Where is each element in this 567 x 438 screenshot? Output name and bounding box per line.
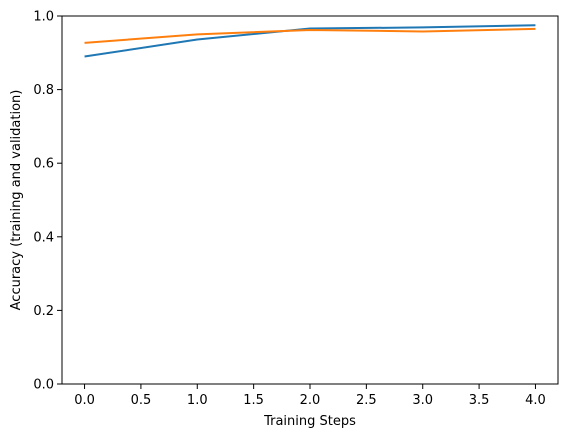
y-tick-label: 0.2 [33,304,54,319]
y-tick-label: 0.0 [33,378,54,393]
series-layer [84,24,536,58]
x-tick-label: 3.5 [469,393,490,408]
y-tick-label: 0.8 [33,83,54,98]
x-tick-label: 3.0 [412,393,433,408]
x-axis-ticks: 0.0 0.5 1.0 1.5 2.0 2.5 3.0 3.5 4.0 [74,384,546,408]
x-tick-label: 2.0 [300,393,321,408]
x-tick-label: 1.5 [243,393,264,408]
y-tick-label: 1.0 [33,10,54,25]
y-tick-label: 0.6 [33,157,54,172]
y-axis-label: Accuracy (training and validation) [9,90,24,311]
x-tick-label: 1.0 [187,393,208,408]
y-tick-label: 0.4 [33,230,54,245]
y-axis-ticks: 0.0 0.2 0.4 0.6 0.8 1.0 [33,10,62,393]
x-tick-label: 2.5 [356,393,377,408]
series-line-2 [84,27,536,44]
x-tick-label: 4.0 [525,393,546,408]
series-line-1 [84,24,536,58]
x-tick-label: 0.0 [74,393,95,408]
x-tick-label: 0.5 [131,393,152,408]
x-axis-label: Training Steps [263,414,356,429]
